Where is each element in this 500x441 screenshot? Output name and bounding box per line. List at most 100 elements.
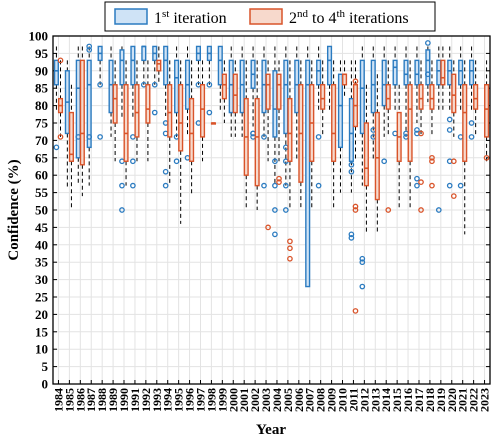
box-rest-1995 bbox=[178, 60, 184, 224]
outlier-point bbox=[435, 207, 442, 213]
outlier-point bbox=[119, 182, 125, 189]
outlier-point bbox=[162, 182, 169, 189]
box-first-2020 bbox=[446, 46, 453, 189]
box-rest-1999 bbox=[221, 60, 227, 123]
box-rest-2005 bbox=[287, 60, 293, 262]
box-body bbox=[436, 59, 442, 86]
box-body bbox=[228, 59, 234, 114]
y-tick-label: 20 bbox=[35, 307, 48, 322]
outlier-point bbox=[468, 120, 475, 126]
box-rest-1994 bbox=[167, 60, 173, 186]
box-first-1988 bbox=[97, 45, 103, 140]
box-body bbox=[403, 59, 409, 86]
x-axis-ticks: 1984198519861987198819891990199119921993… bbox=[51, 380, 492, 412]
box-body bbox=[348, 97, 354, 162]
y-tick-label: 55 bbox=[35, 185, 49, 200]
box-body bbox=[363, 122, 369, 187]
outlier-point bbox=[57, 57, 64, 64]
box-first-2022 bbox=[468, 46, 475, 140]
box-body bbox=[261, 59, 267, 114]
box-first-1985 bbox=[64, 60, 70, 190]
box-body bbox=[86, 59, 92, 149]
box-first-2003 bbox=[261, 46, 267, 189]
box-body bbox=[283, 59, 289, 135]
legend-label-rest: 2nd to 4th iterations bbox=[289, 8, 409, 27]
box-first-1984 bbox=[53, 46, 60, 151]
outlier-point bbox=[446, 127, 453, 133]
x-tick-label: 2012 bbox=[357, 388, 371, 412]
outlier-point bbox=[483, 154, 490, 161]
outlier-point bbox=[385, 207, 392, 213]
box-rest-2020 bbox=[450, 60, 457, 199]
box-first-2006 bbox=[294, 46, 300, 162]
box-first-2005 bbox=[282, 46, 289, 213]
box-rest-1984 bbox=[57, 57, 64, 140]
box-body bbox=[239, 59, 245, 114]
x-tick-label: 1993 bbox=[150, 388, 164, 412]
box-rest-2013 bbox=[374, 74, 380, 235]
outlier-point bbox=[446, 182, 453, 189]
x-tick-label: 2000 bbox=[226, 388, 240, 412]
box-rest-2009 bbox=[331, 60, 337, 210]
outlier-point bbox=[276, 179, 282, 186]
y-tick-label: 95 bbox=[35, 46, 49, 61]
box-first-2014 bbox=[381, 46, 388, 165]
box-series bbox=[53, 40, 490, 314]
x-tick-label: 1989 bbox=[106, 388, 120, 412]
outlier-point bbox=[352, 203, 359, 210]
box-body bbox=[130, 45, 136, 86]
outlier-point bbox=[265, 224, 271, 231]
x-tick-label: 2023 bbox=[478, 388, 492, 412]
box-rest-2022 bbox=[473, 60, 479, 137]
box-body bbox=[447, 59, 453, 86]
y-tick-label: 0 bbox=[42, 377, 49, 392]
box-rest-2001 bbox=[243, 60, 249, 210]
box-body bbox=[174, 59, 180, 114]
box-body bbox=[418, 84, 424, 110]
outlier-point bbox=[206, 81, 213, 88]
box-body bbox=[119, 49, 125, 86]
y-tick-label: 10 bbox=[35, 342, 48, 357]
x-tick-label: 2011 bbox=[346, 388, 360, 411]
y-tick-label: 65 bbox=[35, 150, 49, 165]
box-body bbox=[316, 59, 322, 86]
outlier-point bbox=[446, 116, 453, 123]
box-rest-1997 bbox=[199, 60, 206, 162]
outlier-point bbox=[414, 175, 420, 182]
outlier-point bbox=[450, 158, 457, 165]
box-body bbox=[167, 84, 173, 138]
box-body bbox=[331, 84, 337, 162]
box-first-2004 bbox=[272, 46, 278, 238]
x-tick-label: 2013 bbox=[368, 388, 382, 412]
box-first-1999 bbox=[217, 45, 223, 113]
outlier-point bbox=[272, 182, 278, 189]
box-first-1991 bbox=[130, 45, 136, 189]
box-body bbox=[141, 45, 147, 62]
outlier-point bbox=[418, 130, 424, 137]
outlier-point bbox=[272, 231, 278, 238]
x-tick-label: 2020 bbox=[445, 388, 459, 412]
outlier-point bbox=[414, 182, 420, 189]
box-body bbox=[108, 59, 114, 114]
box-rest-2004 bbox=[276, 60, 282, 186]
box-body bbox=[341, 73, 348, 86]
outlier-point bbox=[173, 158, 180, 165]
x-tick-label: 2016 bbox=[401, 388, 415, 412]
box-body bbox=[287, 97, 293, 162]
box-body bbox=[320, 84, 326, 110]
box-body bbox=[473, 84, 479, 110]
outlier-point bbox=[348, 161, 355, 168]
x-tick-label: 2009 bbox=[325, 388, 339, 412]
box-body bbox=[272, 70, 278, 138]
box-body bbox=[425, 49, 431, 86]
x-tick-label: 2003 bbox=[259, 388, 273, 412]
box-body bbox=[68, 111, 74, 162]
box-body bbox=[370, 59, 376, 114]
box-rest-2008 bbox=[320, 60, 326, 137]
box-first-1993 bbox=[151, 45, 158, 116]
x-tick-label: 2007 bbox=[303, 388, 317, 412]
box-rest-2007 bbox=[309, 60, 315, 210]
outlier-point bbox=[315, 182, 322, 189]
x-tick-label: 2021 bbox=[456, 388, 470, 412]
box-first-2011 bbox=[348, 60, 355, 241]
